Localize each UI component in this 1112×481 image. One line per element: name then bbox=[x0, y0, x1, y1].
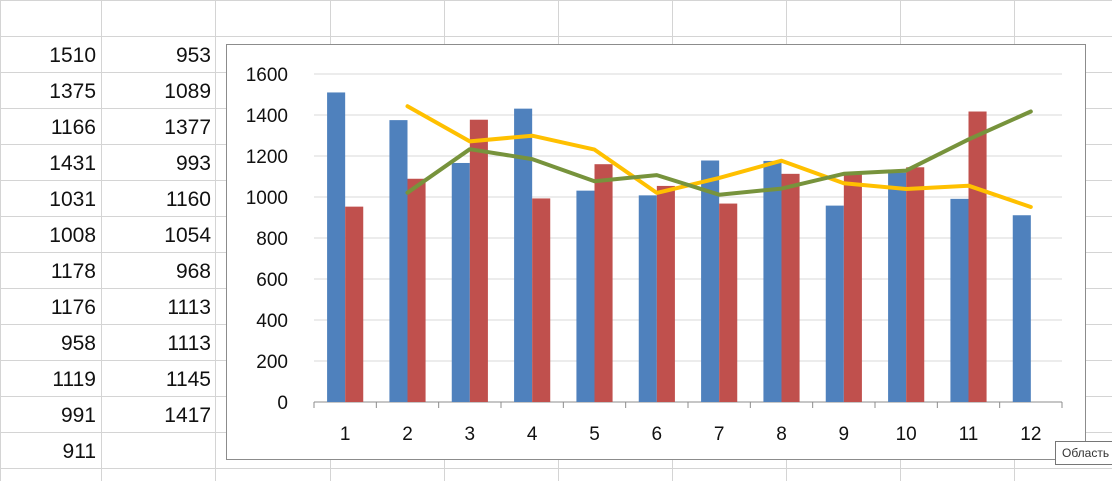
column-b-cell[interactable]: 1145 bbox=[165, 368, 211, 391]
x-tick-label: 6 bbox=[652, 424, 663, 445]
bar-series-1 bbox=[763, 160, 782, 402]
row-gridline bbox=[0, 36, 1112, 37]
y-tick-label: 1600 bbox=[246, 65, 288, 86]
y-tick-label: 0 bbox=[277, 393, 288, 414]
bar-series-2 bbox=[345, 206, 364, 402]
column-a-cell[interactable]: 991 bbox=[60, 404, 96, 427]
y-tick-label: 1200 bbox=[246, 147, 288, 168]
column-gridline bbox=[0, 0, 1, 481]
column-a-cell[interactable]: 1166 bbox=[50, 116, 96, 139]
chart-area-tooltip: Область д bbox=[1055, 441, 1112, 465]
column-a-cell[interactable]: 1119 bbox=[52, 368, 96, 391]
bar-series-1 bbox=[514, 108, 533, 402]
x-tick-label: 1 bbox=[340, 424, 351, 445]
line-series-2 bbox=[405, 109, 1033, 197]
column-gridline bbox=[215, 0, 216, 481]
line-series-1 bbox=[405, 104, 1033, 209]
x-tick-label: 9 bbox=[839, 424, 850, 445]
bar-series-2 bbox=[469, 119, 488, 402]
bar-series-2 bbox=[843, 173, 862, 402]
bar-series-2 bbox=[719, 203, 738, 402]
column-b-cell[interactable]: 1089 bbox=[164, 80, 211, 103]
column-a-cell[interactable]: 1178 bbox=[50, 260, 96, 283]
x-tick-label: 5 bbox=[589, 424, 600, 445]
column-b-cell[interactable]: 953 bbox=[175, 44, 211, 67]
bar-series-1 bbox=[701, 160, 720, 402]
bar-series-1 bbox=[950, 198, 969, 402]
column-b-cell[interactable]: 1113 bbox=[167, 296, 211, 319]
column-a-cell[interactable]: 1008 bbox=[49, 224, 96, 247]
bar-series-2 bbox=[968, 111, 987, 402]
x-tick-label: 3 bbox=[465, 424, 476, 445]
x-tick-label: 4 bbox=[527, 424, 538, 445]
x-tick-label: 10 bbox=[896, 424, 917, 445]
column-b-cell[interactable]: 993 bbox=[175, 152, 211, 175]
bar-series-1 bbox=[638, 195, 657, 402]
bar-series-1 bbox=[327, 92, 346, 402]
y-tick-label: 1000 bbox=[246, 188, 288, 209]
column-a-cell[interactable]: 911 bbox=[62, 440, 96, 463]
y-tick-label: 1400 bbox=[246, 106, 288, 127]
bar-series-2 bbox=[656, 185, 675, 402]
x-tick-label: 12 bbox=[1020, 424, 1041, 445]
column-a-cell[interactable]: 1176 bbox=[50, 296, 96, 319]
bar-series-2 bbox=[906, 167, 925, 402]
bar-series-2 bbox=[594, 164, 613, 402]
y-tick-label: 200 bbox=[256, 352, 288, 373]
column-a-cell[interactable]: 1031 bbox=[49, 188, 96, 211]
column-a-cell[interactable]: 958 bbox=[60, 332, 96, 355]
chart-area[interactable]: 0 200 400 600 800 1000 1200 1400 1600 1 2 3 4 5 6 7 8 9 10… bbox=[226, 44, 1086, 460]
x-tick-label: 7 bbox=[714, 424, 725, 445]
x-tick-label: 8 bbox=[776, 424, 787, 445]
column-b-cell[interactable]: 1113 bbox=[167, 332, 211, 355]
bar-series-1 bbox=[888, 172, 907, 402]
column-b-cell[interactable]: 1054 bbox=[164, 224, 211, 247]
bar-series-2 bbox=[781, 173, 800, 402]
column-a-cell[interactable]: 1375 bbox=[49, 80, 96, 103]
column-b-cell[interactable]: 1417 bbox=[164, 404, 211, 427]
bar-series-2 bbox=[407, 178, 426, 402]
column-a-cell[interactable]: 1510 bbox=[49, 44, 96, 67]
column-a-cell[interactable]: 1431 bbox=[49, 152, 96, 175]
bar-series-1 bbox=[389, 120, 408, 402]
x-tick-label: 11 bbox=[959, 424, 979, 445]
bar-series-2 bbox=[532, 198, 551, 402]
column-b-cell[interactable]: 968 bbox=[175, 260, 211, 283]
y-tick-label: 800 bbox=[256, 229, 288, 250]
y-tick-label: 400 bbox=[256, 311, 288, 332]
row-gridline bbox=[0, 0, 1112, 1]
x-tick-label: 2 bbox=[402, 424, 413, 445]
column-b-cell[interactable]: 1377 bbox=[164, 116, 211, 139]
column-b-cell[interactable]: 1160 bbox=[165, 188, 211, 211]
column-gridline bbox=[101, 0, 102, 481]
bar-series-1 bbox=[1012, 215, 1031, 402]
bar-series-1 bbox=[451, 162, 470, 402]
bar-series-1 bbox=[576, 190, 595, 402]
row-gridline bbox=[0, 468, 1112, 469]
y-tick-label: 600 bbox=[256, 270, 288, 291]
bar-series-1 bbox=[825, 205, 844, 402]
